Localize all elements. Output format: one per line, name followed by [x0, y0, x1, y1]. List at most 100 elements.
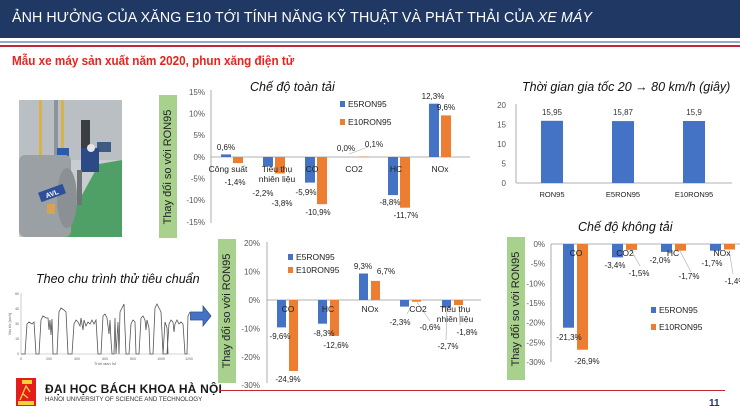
- svg-text:0%: 0%: [193, 153, 205, 162]
- slide-title-text: ẢNH HƯỞNG CỦA XĂNG E10 TỚI TÍNH NĂNG KỸ …: [12, 9, 538, 26]
- svg-text:NOx: NOx: [432, 164, 450, 174]
- svg-text:E5RON95: E5RON95: [296, 252, 335, 262]
- chart-title-full-load: Chế độ toàn tải: [250, 80, 335, 94]
- svg-text:15,9: 15,9: [686, 108, 702, 117]
- university-logo: [16, 378, 36, 406]
- header-divider-blue: [0, 41, 740, 43]
- header-divider-red: [0, 45, 740, 47]
- legend-full-load: E5RON95 E10RON95: [340, 99, 392, 127]
- svg-text:15,87: 15,87: [613, 108, 634, 117]
- svg-text:-2,2%: -2,2%: [253, 189, 274, 198]
- svg-text:Vận tốc [km/h]: Vận tốc [km/h]: [8, 313, 12, 335]
- page-number: 11: [709, 398, 720, 407]
- svg-text:CO2: CO2: [409, 304, 427, 314]
- university-name-vi: ĐẠI HỌC BÁCH KHOA HÀ NỘI: [45, 382, 223, 396]
- ylabel-panel-full-load: Thay đổi so với RON95: [159, 95, 177, 238]
- svg-text:Thời gian [s]: Thời gian [s]: [94, 361, 116, 365]
- svg-text:0,1%: 0,1%: [365, 140, 383, 149]
- svg-text:Công suất: Công suất: [209, 164, 248, 174]
- slide-title-emphasis: XE MÁY: [537, 9, 593, 26]
- svg-text:NOx: NOx: [362, 304, 380, 314]
- chart-idle: 0% -5% -10% -15% -20% -25% -30% -21,3% -…: [526, 240, 740, 367]
- svg-text:-1,8%: -1,8%: [457, 328, 478, 337]
- slide-title: ẢNH HƯỞNG CỦA XĂNG E10 TỚI TÍNH NĂNG KỸ …: [12, 9, 592, 26]
- ylabel-panel-idle: Thay đổi so với RON95: [507, 237, 525, 380]
- svg-text:E5RON95: E5RON95: [659, 305, 698, 315]
- svg-text:-3,8%: -3,8%: [272, 199, 293, 208]
- svg-text:0: 0: [20, 357, 22, 361]
- svg-text:E5RON95: E5RON95: [348, 99, 387, 109]
- chart-title-idle: Chế độ không tải: [578, 220, 673, 234]
- svg-text:-12,6%: -12,6%: [323, 341, 348, 350]
- svg-text:10: 10: [497, 140, 506, 149]
- svg-text:-20%: -20%: [526, 319, 545, 328]
- svg-text:15%: 15%: [189, 88, 205, 97]
- svg-text:CO: CO: [570, 248, 583, 258]
- svg-text:nhiên liệu: nhiên liệu: [259, 174, 296, 184]
- svg-text:20%: 20%: [244, 239, 260, 248]
- svg-text:0: 0: [17, 352, 19, 356]
- svg-text:RON95: RON95: [539, 190, 564, 199]
- title-bar: ẢNH HƯỞNG CỦA XĂNG E10 TỚI TÍNH NĂNG KỸ …: [0, 0, 740, 38]
- svg-text:1000: 1000: [157, 357, 165, 361]
- svg-text:15: 15: [15, 337, 19, 341]
- legend-test-cycle: E5RON95 E10RON95: [288, 252, 340, 275]
- svg-text:-15%: -15%: [526, 299, 545, 308]
- svg-text:-11,7%: -11,7%: [394, 211, 419, 220]
- svg-text:-15%: -15%: [186, 218, 205, 227]
- svg-text:nhiên liệu: nhiên liệu: [437, 314, 474, 324]
- driving-cycle-chart: 60 45 30 15 0 0 200 400 600 800 1000 1200 Thời gia…: [8, 292, 193, 365]
- svg-text:HC: HC: [667, 248, 679, 258]
- svg-text:-1,4%: -1,4%: [225, 178, 246, 187]
- svg-text:Tiêu thụ: Tiêu thụ: [440, 304, 471, 314]
- svg-text:-26,9%: -26,9%: [574, 357, 599, 366]
- svg-text:12,3%: 12,3%: [422, 92, 445, 101]
- svg-text:20: 20: [497, 101, 506, 110]
- chart-acceleration: 20 15 10 5 0 15,95 15,87 15,9 RON95 E5RO…: [497, 101, 732, 199]
- svg-text:-5%: -5%: [531, 260, 545, 269]
- svg-text:400: 400: [74, 357, 80, 361]
- svg-text:-3,4%: -3,4%: [605, 261, 626, 270]
- footer-divider: [219, 390, 725, 391]
- svg-text:CO2: CO2: [616, 248, 634, 258]
- svg-text:15,95: 15,95: [542, 108, 563, 117]
- svg-text:E10RON95: E10RON95: [675, 190, 713, 199]
- svg-text:-9,6%: -9,6%: [270, 332, 291, 341]
- svg-text:-2,3%: -2,3%: [390, 318, 411, 327]
- svg-text:-8,3%: -8,3%: [314, 329, 335, 338]
- svg-text:CO: CO: [306, 164, 319, 174]
- svg-text:30: 30: [15, 322, 19, 326]
- ylabel-full-load: Thay đổi so với RON95: [162, 109, 174, 224]
- legend-idle: E5RON95 E10RON95: [651, 305, 703, 332]
- svg-text:-10,9%: -10,9%: [305, 208, 330, 217]
- svg-text:200: 200: [46, 357, 52, 361]
- svg-text:-20%: -20%: [241, 353, 260, 362]
- svg-text:5: 5: [502, 160, 507, 169]
- y-ticks-full-load: 15% 10% 5% 0% -5% -10% -15%: [186, 88, 205, 227]
- dynamometer-photo: AVL: [19, 100, 122, 237]
- svg-text:-1,4%: -1,4%: [725, 277, 740, 286]
- svg-text:E10RON95: E10RON95: [348, 117, 392, 127]
- svg-text:10%: 10%: [189, 110, 205, 119]
- svg-text:CO2: CO2: [345, 164, 363, 174]
- svg-text:Tiêu thụ: Tiêu thụ: [262, 164, 293, 174]
- svg-text:E10RON95: E10RON95: [296, 265, 340, 275]
- svg-text:-24,9%: -24,9%: [275, 375, 300, 384]
- ylabel-panel-test-cycle: Thay đổi so với RON95: [218, 239, 236, 383]
- svg-text:-0,6%: -0,6%: [420, 323, 441, 332]
- arrow-right-icon: [190, 305, 212, 327]
- svg-text:-2,0%: -2,0%: [650, 256, 671, 265]
- svg-text:-30%: -30%: [241, 381, 260, 390]
- svg-text:9,3%: 9,3%: [354, 262, 372, 271]
- svg-text:800: 800: [130, 357, 136, 361]
- chart-title-acceleration: Thời gian gia tốc 20 → 80 km/h (giây): [522, 80, 731, 94]
- svg-text:15: 15: [497, 121, 506, 130]
- svg-text:-10%: -10%: [241, 325, 260, 334]
- ylabel-test-cycle: Thay đổi so với RON95: [221, 253, 233, 369]
- svg-text:-30%: -30%: [526, 358, 545, 367]
- svg-text:-1,7%: -1,7%: [679, 272, 700, 281]
- svg-text:HC: HC: [390, 164, 402, 174]
- svg-text:5%: 5%: [193, 131, 205, 140]
- svg-text:HC: HC: [322, 304, 334, 314]
- svg-text:-5,9%: -5,9%: [296, 188, 317, 197]
